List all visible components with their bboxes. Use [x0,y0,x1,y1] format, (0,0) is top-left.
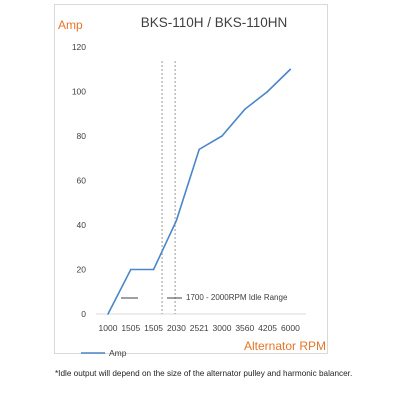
chart-frame [54,4,328,354]
x-axis-title: Alternator RPM [244,339,326,353]
x-tick-label: 1505 [144,323,163,333]
y-tick-label: 40 [77,220,87,230]
x-tick-label: 2521 [190,323,209,333]
data-point [198,148,200,151]
legend-label: Amp [109,348,127,358]
x-tick-label: 3560 [235,323,254,333]
chart-title: BKS-110H / BKS-110HN [141,15,288,30]
data-point [152,268,155,271]
x-tick-label: 1505 [121,323,140,333]
data-point [221,135,223,137]
x-tick-labels: 1000 1505 1505 2030 2521 3000 3560 4205 6000 [99,323,301,333]
y-tick-label: 100 [72,87,86,97]
x-tick-label: 4205 [258,323,277,333]
x-tick-label: 2030 [167,323,186,333]
series-line [107,68,291,315]
y-axis-title: Amp [58,18,83,32]
data-point [289,68,292,71]
x-tick-label: 3000 [213,323,232,333]
y-tick-label: 60 [77,176,87,186]
data-point [107,313,109,315]
data-point [266,90,269,93]
x-tick-label: 1000 [99,323,118,333]
series-amp [107,68,292,315]
y-tick-labels: 0 20 40 60 80 100 120 [72,42,86,319]
data-point [175,219,178,222]
footnote: *Idle output will depend on the size of … [55,369,353,378]
x-tick-label: 6000 [281,323,300,333]
data-point [244,108,246,111]
idle-range-label: 1700 - 2000RPM Idle Range [186,293,288,302]
data-point [130,268,132,271]
y-tick-label: 20 [77,265,87,275]
y-tick-label: 120 [72,42,86,52]
y-tick-label: 80 [77,131,87,141]
y-tick-label: 0 [81,309,86,319]
